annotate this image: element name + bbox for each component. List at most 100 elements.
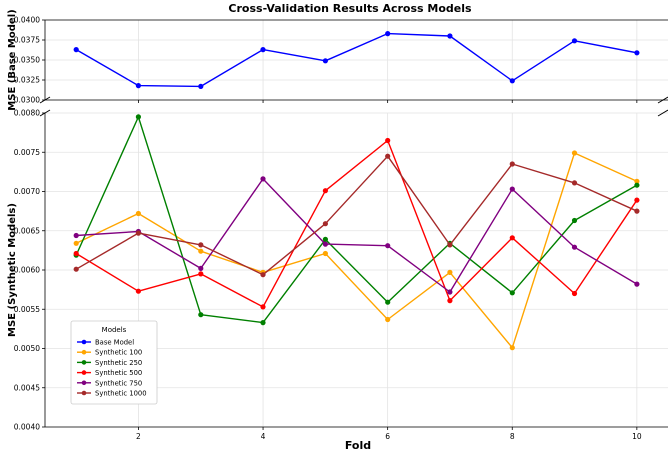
series-line-synthetic-100 (75, 152, 638, 349)
data-point-synthetic-500 (447, 298, 453, 304)
bottom-y-tick-label: 0.0065 (14, 226, 40, 235)
top-y-tick-label: 0.0325 (14, 76, 40, 85)
data-point-synthetic-250 (385, 299, 391, 305)
bottom-y-tick-label: 0.0080 (14, 109, 40, 118)
axis-break-mark (39, 109, 51, 117)
chart-title: Cross-Validation Results Across Models (228, 2, 472, 15)
legend-entry-label: Synthetic 250 (95, 359, 142, 367)
legend: Models Base Model Synthetic 100 Synthetic 2… (70, 320, 158, 405)
data-point-synthetic-750 (571, 244, 578, 250)
series-line-synthetic-750 (76, 178, 638, 293)
bottom-y-tick-label: 0.0060 (14, 266, 40, 275)
legend-swatch-marker (81, 360, 87, 365)
bottom-x-tick-label: 4 (261, 432, 266, 441)
bottom-x-tick-label: 2 (136, 432, 141, 441)
top-y-tick-label: 0.0300 (14, 96, 40, 105)
data-point-synthetic-750 (447, 289, 453, 295)
data-point-base-model (634, 50, 640, 56)
data-point-synthetic-750 (198, 265, 204, 271)
data-point-base-model (385, 30, 391, 37)
data-point-synthetic-1000 (73, 266, 79, 272)
data-point-base-model (447, 33, 453, 39)
bottom-y-tick-label: 0.0040 (14, 423, 40, 432)
data-point-synthetic-250 (198, 312, 204, 318)
data-point-synthetic-1000 (260, 272, 266, 278)
legend-swatch-marker (81, 339, 87, 345)
data-point-synthetic-1000 (447, 242, 453, 248)
data-point-synthetic-250 (571, 217, 578, 224)
data-point-synthetic-1000 (322, 221, 328, 227)
axis-break-marks (39, 96, 668, 117)
series-line-synthetic-500 (75, 139, 638, 308)
data-point-base-model (509, 78, 515, 84)
bottom-y-tick-label: 0.0045 (14, 383, 40, 392)
data-point-synthetic-100 (447, 269, 453, 275)
data-point-synthetic-250 (135, 114, 141, 120)
bottom-y-tick-label: 0.0055 (14, 305, 40, 314)
data-point-base-model (73, 47, 79, 53)
data-point-base-model (322, 58, 328, 64)
data-point-synthetic-100 (322, 250, 328, 257)
data-point-synthetic-100 (198, 248, 204, 254)
data-point-synthetic-750 (385, 243, 391, 249)
data-point-synthetic-1000 (509, 161, 515, 167)
data-point-synthetic-1000 (571, 180, 578, 186)
series-line-base-model (75, 32, 638, 88)
data-point-synthetic-100 (634, 178, 640, 184)
legend-swatch-marker (81, 349, 87, 355)
top-y-tick-label: 0.0350 (14, 56, 40, 65)
bottom-x-tick-label: 8 (510, 432, 515, 441)
top-y-tick-label: 0.0375 (14, 36, 40, 45)
data-point-base-model (135, 83, 141, 89)
bottom-y-tick-label: 0.0075 (14, 148, 40, 157)
axis-break-mark (657, 96, 668, 104)
axis-break-mark (657, 109, 668, 117)
bottom-y-tick-label: 0.0050 (14, 344, 40, 353)
data-point-synthetic-500 (322, 188, 328, 194)
bottom-panel: 0.0040 0.0045 0.0050 0.0055 0.0060 0.0065 0.00… (14, 109, 668, 441)
data-point-synthetic-500 (634, 197, 640, 203)
top-y-axis-label: MSE (Base Model) (7, 9, 18, 110)
legend-entry-label: Base Model (95, 339, 134, 347)
data-point-synthetic-100 (73, 240, 79, 246)
data-point-synthetic-750 (73, 232, 79, 239)
bottom-x-tick-label: 10 (632, 432, 642, 441)
data-point-base-model (198, 83, 204, 89)
legend-entry-label: Synthetic 750 (95, 379, 142, 387)
data-point-synthetic-100 (385, 316, 391, 323)
data-point-synthetic-1000 (135, 230, 141, 236)
legend-entry-label: Synthetic 100 (95, 349, 142, 357)
data-point-synthetic-250 (509, 290, 515, 296)
data-point-synthetic-750 (509, 186, 515, 192)
legend-swatch-marker (81, 390, 87, 396)
legend-box (70, 320, 158, 405)
data-point-synthetic-500 (385, 137, 391, 144)
data-point-synthetic-750 (260, 176, 266, 182)
x-axis-label: Fold (345, 439, 371, 452)
data-point-synthetic-100 (135, 210, 141, 217)
data-point-synthetic-100 (509, 345, 515, 351)
data-point-synthetic-500 (571, 290, 578, 297)
series-line-synthetic-1000 (75, 155, 638, 276)
data-point-synthetic-1000 (634, 208, 640, 214)
data-point-synthetic-500 (198, 271, 204, 277)
legend-entry-label: Synthetic 500 (95, 369, 142, 377)
data-point-synthetic-750 (634, 281, 640, 287)
data-point-synthetic-750 (322, 241, 328, 247)
data-point-synthetic-250 (322, 236, 328, 242)
bottom-y-tick-label: 0.0070 (14, 187, 40, 196)
data-point-synthetic-250 (634, 182, 640, 188)
legend-title: Models (102, 326, 127, 334)
top-y-tick-label: 0.0400 (14, 16, 40, 25)
data-point-synthetic-100 (571, 150, 578, 156)
data-point-synthetic-250 (260, 320, 266, 326)
legend-entry-label: Synthetic 1000 (95, 390, 147, 398)
data-point-synthetic-1000 (198, 242, 204, 248)
bottom-x-tick-label: 6 (385, 432, 390, 441)
axis-break-mark (39, 96, 51, 104)
legend-swatch-marker (81, 370, 87, 375)
bottom-y-axis-label: MSE (Synthetic Models) (7, 203, 18, 337)
series-line-synthetic-250 (75, 116, 638, 324)
